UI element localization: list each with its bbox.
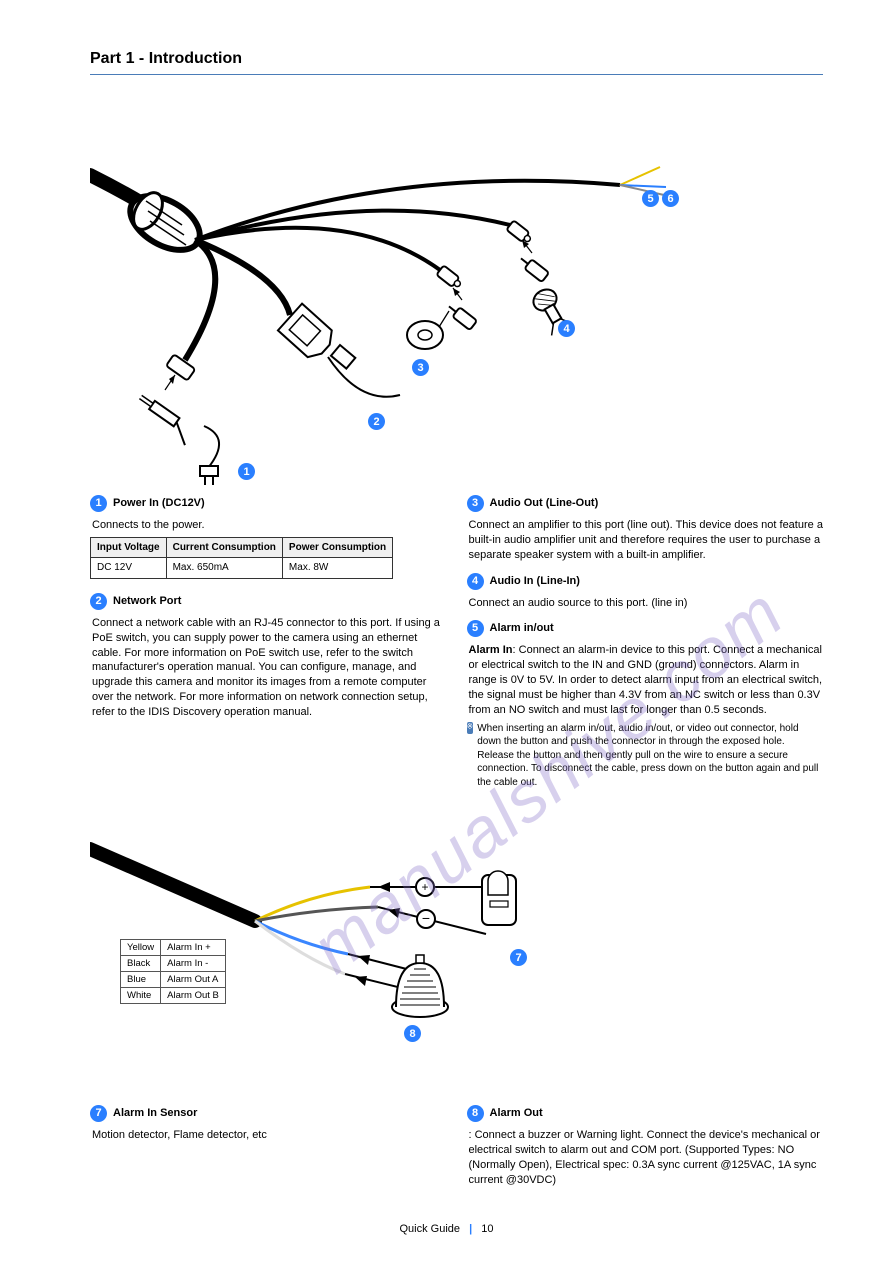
callout-6: 6 [662,190,679,207]
item-4-heading: 4 Audio In (Line-In) [467,573,824,590]
power-table: Input Voltage Current Consumption Power … [90,537,393,579]
cable-diagram: 5 6 4 3 2 1 [90,105,810,485]
callout-7: 7 [510,949,527,966]
lower-left: 7 Alarm In Sensor Motion detector, Flame… [90,1105,447,1187]
td-power: Max. 8W [282,558,392,579]
th-current: Current Consumption [166,537,282,558]
item-5-heading: 5 Alarm in/out [467,620,824,637]
lower-columns: 7 Alarm In Sensor Motion detector, Flame… [90,1105,823,1187]
note-row: ※ When inserting an alarm in/out, audio … [467,722,824,790]
svg-text:+: + [421,880,428,894]
left-col: 1 Power In (DC12V) Connects to the power… [90,495,447,789]
callout-8: 8 [404,1025,421,1042]
item-5-title: Alarm in/out [490,621,554,636]
item-1-title: Power In (DC12V) [113,496,205,511]
note-icon: ※ [467,722,474,734]
item-8-body: : Connect a buzzer or Warning light. Con… [469,1128,824,1187]
td-voltage: DC 12V [91,558,167,579]
note-text: When inserting an alarm in/out, audio in… [477,722,823,790]
item-7-title: Alarm In Sensor [113,1106,197,1121]
footer-right: 10 [481,1223,493,1235]
callout-3: 3 [412,359,429,376]
th-power: Power Consumption [282,537,392,558]
item-3-heading: 3 Audio Out (Line-Out) [467,495,824,512]
wire-color-table: YellowAlarm In + BlackAlarm In - BlueAla… [120,939,226,1004]
item-4-body: Connect an audio source to this port. (l… [469,596,824,611]
footer-divider: | [463,1223,478,1235]
right-col: 3 Audio Out (Line-Out) Connect an amplif… [467,495,824,789]
item-2-heading: 2 Network Port [90,593,447,610]
item-2-title: Network Port [113,594,181,609]
item-3-body: Connect an amplifier to this port (line … [469,518,824,563]
item-7-heading: 7 Alarm In Sensor [90,1105,447,1122]
footer-left: Quick Guide [400,1223,461,1235]
item-8-title: Alarm Out [490,1106,543,1121]
callout-1: 1 [238,463,255,480]
alarm-in-body: Alarm In: Connect an alarm-in device to … [469,643,824,717]
alarm-diagram: + − YellowAlarm In + Blac [90,819,810,1099]
item-2-body: Connect a network cable with an RJ-45 co… [92,616,447,720]
svg-text:−: − [422,910,430,926]
lower-right: 8 Alarm Out : Connect a buzzer or Warnin… [467,1105,824,1187]
spec-columns: 1 Power In (DC12V) Connects to the power… [90,495,823,789]
item-1-body: Connects to the power. [92,518,447,533]
item-7-body: Motion detector, Flame detector, etc [92,1128,447,1143]
td-current: Max. 650mA [166,558,282,579]
item-4-title: Audio In (Line-In) [490,574,580,589]
cable-svg [90,105,810,485]
page-footer: Quick Guide | 10 [0,1223,893,1235]
callout-2: 2 [368,413,385,430]
item-3-title: Audio Out (Line-Out) [490,496,599,511]
header-rule [90,74,823,75]
item-1-heading: 1 Power In (DC12V) [90,495,447,512]
item-8-heading: 8 Alarm Out [467,1105,824,1122]
page-title: Part 1 - Introduction [90,50,823,68]
callout-5: 5 [642,190,659,207]
th-voltage: Input Voltage [91,537,167,558]
callout-4: 4 [558,320,575,337]
